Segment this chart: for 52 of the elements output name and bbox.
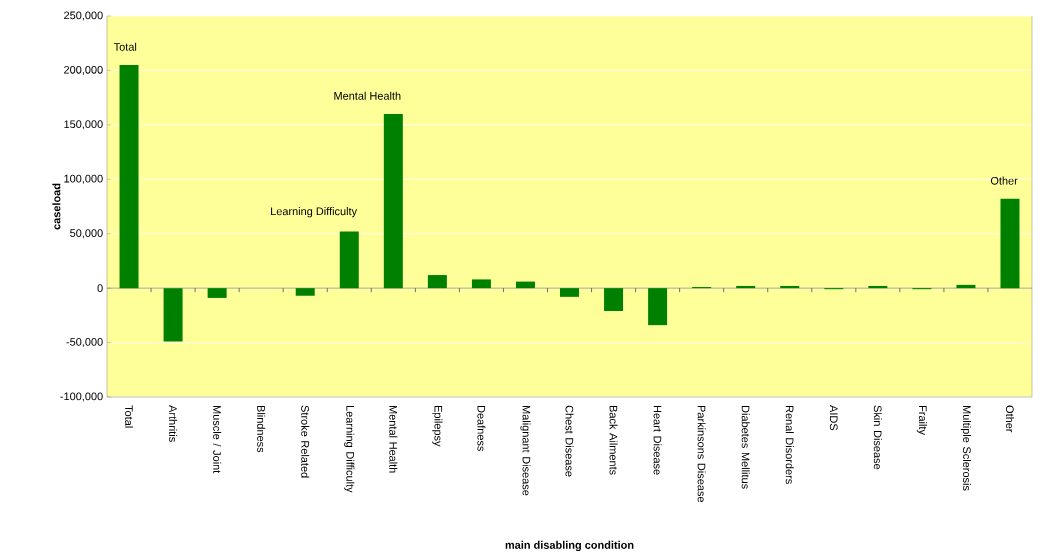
- y-tick-label: 200,000: [64, 65, 103, 75]
- x-tick-label: Epilepsy: [432, 406, 443, 447]
- x-tick-label: Renal Disorders: [785, 406, 794, 484]
- bar: [339, 231, 359, 289]
- bar: [560, 288, 580, 297]
- y-tick-label: 250,000: [64, 11, 103, 21]
- x-tick-label: Muscle / Joint: [213, 406, 222, 474]
- x-tick-label: Other: [1005, 405, 1015, 433]
- x-tick-label: AIDS: [829, 405, 838, 431]
- x-tick-label: Stroke Related: [301, 405, 310, 478]
- x-tick-label: Mental Health: [389, 406, 398, 473]
- x-tick-label: Frailty: [916, 406, 927, 435]
- x-tick-label: Parkinsons Disease: [697, 406, 706, 503]
- bar: [604, 288, 624, 311]
- bar: [471, 279, 491, 289]
- annotation: Mental Health: [334, 91, 401, 100]
- x-tick-label: Learning Difficulty: [344, 406, 355, 493]
- x-tick-label: Skin Disease: [873, 405, 882, 470]
- x-tick-label: Blindness: [257, 406, 266, 453]
- y-tick-label: -50,000: [66, 338, 103, 348]
- bar: [956, 284, 976, 289]
- bar: [207, 288, 227, 298]
- bar: [383, 113, 403, 289]
- x-tick-label: Back Ailments: [609, 406, 618, 475]
- annotation: Learning Difficulty: [271, 207, 358, 218]
- x-tick-label: Arthritis: [169, 405, 178, 442]
- x-tick-label: Chest Disease: [565, 405, 574, 477]
- y-tick-label: 100,000: [64, 174, 103, 184]
- x-axis-title: main disabling condition: [505, 540, 634, 552]
- bar: [868, 285, 888, 289]
- bar: [1000, 198, 1020, 289]
- y-tick-label: 50,000: [70, 229, 103, 239]
- bar: [515, 281, 535, 289]
- x-tick-label: Deafness: [477, 406, 486, 451]
- bar: [163, 288, 183, 342]
- y-tick-label: 0: [97, 284, 103, 293]
- x-tick-label: Malignant Disease: [520, 406, 531, 496]
- x-tick-label: Total: [125, 405, 134, 428]
- bar: [736, 285, 756, 289]
- bar: [119, 64, 139, 289]
- x-tick-label: Heart Disease: [653, 406, 662, 475]
- x-tick-label: Diabetes Mellitus: [741, 406, 750, 489]
- bar: [648, 288, 668, 326]
- y-tick-label: 150,000: [64, 120, 103, 130]
- y-tick-label: -100,000: [60, 392, 103, 402]
- y-axis-title: caseload: [52, 183, 61, 230]
- bar: [295, 288, 315, 296]
- bar: [427, 275, 447, 289]
- x-tick-label: Multiple Sclerosis: [960, 406, 972, 491]
- bar: [780, 285, 800, 289]
- annotation: Other: [990, 176, 1018, 185]
- annotation: Total: [113, 42, 137, 51]
